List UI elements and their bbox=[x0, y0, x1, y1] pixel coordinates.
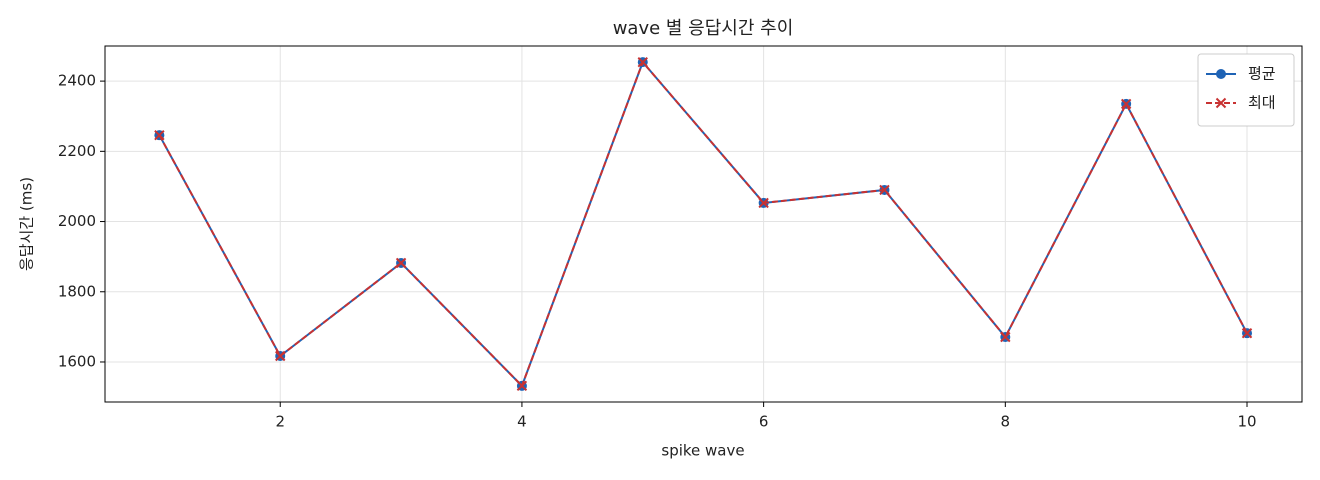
legend-box bbox=[1197, 53, 1295, 127]
legend-label: 평균 bbox=[1248, 65, 1276, 83]
data-point bbox=[275, 350, 286, 362]
data-point bbox=[758, 197, 769, 209]
x-axis-label: spike wave bbox=[661, 442, 744, 460]
series-line bbox=[158, 60, 1248, 388]
data-point bbox=[1241, 327, 1253, 339]
data-point bbox=[879, 184, 890, 196]
data-point bbox=[154, 129, 165, 141]
plot-frame bbox=[104, 45, 1303, 403]
y-tick-label: 2200 bbox=[58, 142, 96, 160]
y-axis-label: 응답시간 (ms) bbox=[18, 177, 36, 271]
data-point bbox=[516, 380, 528, 392]
y-tick-label: 1800 bbox=[58, 282, 96, 300]
x-tick-label: 2 bbox=[275, 413, 285, 431]
legend-label: 최대 bbox=[1248, 94, 1276, 112]
data-point bbox=[637, 56, 648, 68]
legend-marker bbox=[1215, 97, 1227, 109]
data-point bbox=[1000, 331, 1011, 343]
chart-title: wave 별 응답시간 추이 bbox=[613, 18, 794, 39]
y-tick-label: 2000 bbox=[58, 212, 96, 230]
y-tick-label: 2400 bbox=[58, 72, 96, 90]
legend-marker bbox=[1216, 69, 1226, 79]
x-tick-label: 8 bbox=[1001, 413, 1011, 431]
x-tick-label: 6 bbox=[759, 413, 769, 431]
data-point bbox=[395, 257, 407, 269]
y-tick-label: 1600 bbox=[58, 352, 96, 370]
data-point bbox=[1120, 98, 1132, 110]
x-tick-label: 4 bbox=[517, 413, 527, 431]
x-tick-label: 10 bbox=[1237, 413, 1256, 431]
